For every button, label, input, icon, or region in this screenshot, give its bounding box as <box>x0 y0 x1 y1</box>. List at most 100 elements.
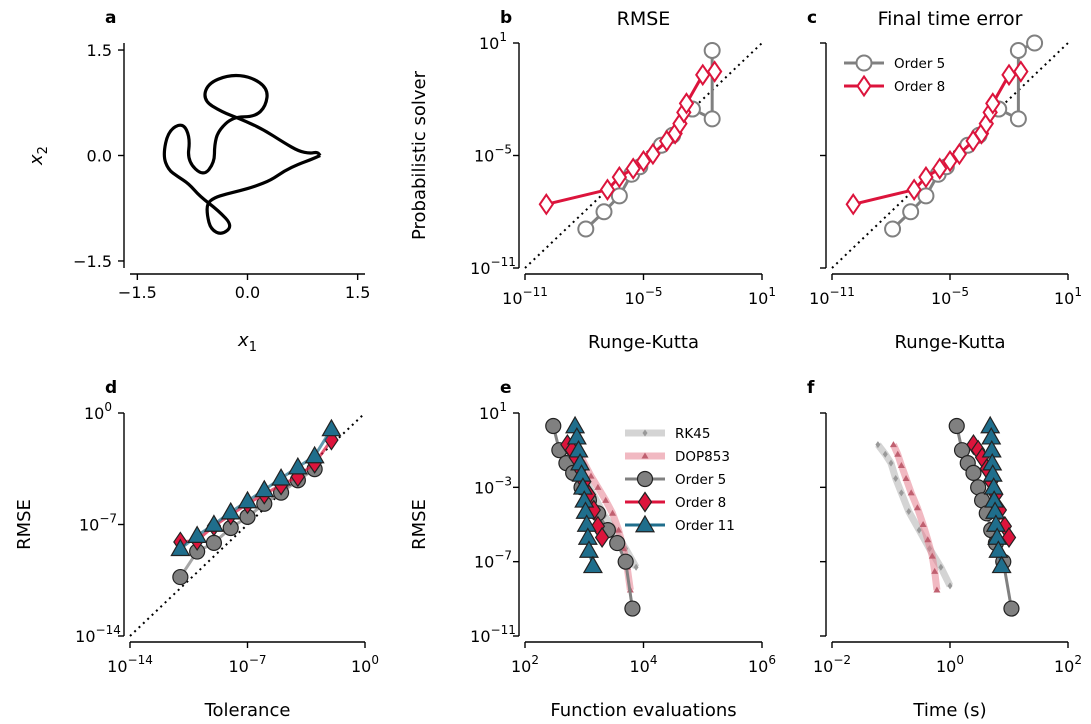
legend-swatch-marker <box>856 74 872 98</box>
data-point-order-8 <box>611 165 628 189</box>
data-point-order-5 <box>884 220 902 238</box>
data-point-dop853 <box>889 441 897 448</box>
data-point-rk45 <box>888 459 894 467</box>
data-point-order-8 <box>906 178 922 201</box>
data-point-order-5 <box>902 203 920 221</box>
legend-label: Order 11 <box>675 518 735 534</box>
data-point-order-5 <box>609 534 626 552</box>
data-point-rk45 <box>893 474 899 482</box>
y-tick-label: 100 <box>84 400 112 423</box>
x-tick-label: 10−5 <box>931 285 969 308</box>
y-tick-label: 1.5 <box>87 41 112 60</box>
data-point-dop853 <box>587 472 595 479</box>
legend-swatch-marker <box>641 452 649 459</box>
x-tick-label: 10−11 <box>502 285 548 308</box>
series-line-rk45 <box>875 442 954 588</box>
data-point-order-5 <box>1003 600 1020 617</box>
data-point-order-8 <box>845 193 861 216</box>
legend-label: Order 5 <box>894 56 945 72</box>
x-tick-label: 101 <box>1054 285 1082 308</box>
data-point-dop853 <box>894 450 902 457</box>
y-axis-title: RMSE <box>14 499 35 550</box>
x-axis-title: Runge-Kutta <box>588 332 699 353</box>
data-point-order-11 <box>988 540 1009 558</box>
panel-label: d <box>105 378 117 398</box>
data-point-order-11 <box>578 540 599 558</box>
data-point-order-8 <box>1013 60 1029 83</box>
x-tick-label: 10−2 <box>813 653 851 676</box>
panel-b: b RMSE 10−11 10−5 101 10−11 10−5 101 Runge-Kutta… <box>409 8 776 353</box>
data-area <box>538 41 723 238</box>
data-point-order-5 <box>205 534 223 551</box>
data-point-rk45 <box>916 526 922 534</box>
data-point-rk45 <box>882 450 888 458</box>
data-point-order-5 <box>624 600 641 617</box>
data-point-dop853 <box>933 586 941 593</box>
x-tick-label: 100 <box>936 653 964 676</box>
y-tick-label: 10−11 <box>470 255 516 278</box>
legend-swatch-marker <box>637 491 653 513</box>
panel-title: Final time error <box>878 8 1023 30</box>
panel-a: a −1.5 0.0 1.5 −1.5 0.0 1.5 x1 x2 <box>26 8 370 355</box>
data-point-order-8 <box>706 60 723 83</box>
data-point-dop853 <box>902 474 910 481</box>
x-axis-title: Runge-Kutta <box>895 332 1006 353</box>
legend-label: DOP853 <box>675 449 730 465</box>
data-point-dop853 <box>615 526 623 533</box>
data-point-order-11 <box>304 445 325 464</box>
legend: Order 5 Order 8 <box>844 54 945 98</box>
data-point-order-5 <box>703 110 721 128</box>
y-tick-label: 10−3 <box>474 474 512 497</box>
x-tick-label: −1.5 <box>118 283 157 302</box>
y-tick-label: 10−11 <box>470 623 516 646</box>
x-axis-title: Time (s) <box>912 700 986 721</box>
data-point-order-11 <box>991 555 1012 574</box>
data-point-order-8 <box>599 178 616 201</box>
data-point-order-5 <box>1026 34 1044 52</box>
y-tick-label: 10−7 <box>79 512 117 535</box>
legend-swatch-marker <box>634 514 656 533</box>
y-axis-title: RMSE <box>409 499 430 550</box>
data-point-order-5 <box>577 220 595 238</box>
data-point-order-5 <box>965 464 982 481</box>
data-point-order-5 <box>703 41 721 59</box>
legend-label: RK45 <box>675 426 710 442</box>
data-point-order-8 <box>942 149 958 173</box>
panel-d: d 10−14 10−7 100 10−14 10−7 100 Tolerance RMSE <box>14 378 379 721</box>
data-area <box>545 415 641 617</box>
y-tick-label: 0.0 <box>87 147 112 166</box>
y-tick-label: −1.5 <box>73 252 112 271</box>
data-point-order-8 <box>1001 526 1017 549</box>
panel-e: e 102 104 106 10−11 10−7 10−3 101 Function evalu… <box>409 378 776 721</box>
y-axis-title: Probabilistic solver <box>409 70 430 240</box>
data-point-order-11 <box>187 525 208 543</box>
series-line-order-8 <box>180 439 333 544</box>
data-point-dop853 <box>594 483 602 490</box>
x-tick-label: 10−7 <box>228 653 266 676</box>
panel-title: RMSE <box>617 8 671 30</box>
y-tick-label: 101 <box>479 400 507 423</box>
data-point-order-11 <box>582 555 603 574</box>
x-tick-label: 10−14 <box>107 653 153 676</box>
x-axis-title: Tolerance <box>204 700 291 721</box>
data-point-dop853 <box>928 552 936 559</box>
data-point-dop853 <box>919 521 927 527</box>
panel-label: f <box>807 378 815 398</box>
panel-label: b <box>500 8 512 28</box>
x-tick-label: 101 <box>748 285 776 308</box>
data-point-rk45 <box>633 563 639 571</box>
data-point-rk45 <box>898 489 904 497</box>
data-point-order-5 <box>617 553 634 570</box>
panel-f: f 10−2 100 102 Time (s) <box>807 378 1082 721</box>
series-line-order-5 <box>584 50 714 231</box>
panel-c: c Final time error 10−11 10−5 101 Runge-Kutta… <box>807 8 1082 353</box>
data-point-dop853 <box>602 496 610 503</box>
data-point-rk45 <box>938 563 944 571</box>
data-point-dop853 <box>897 461 905 468</box>
series-line-order-11 <box>179 428 333 550</box>
data-point-rk45 <box>947 582 953 590</box>
data-point-order-8 <box>645 142 661 166</box>
x-tick-label: 100 <box>351 653 379 676</box>
data-area <box>170 418 342 586</box>
